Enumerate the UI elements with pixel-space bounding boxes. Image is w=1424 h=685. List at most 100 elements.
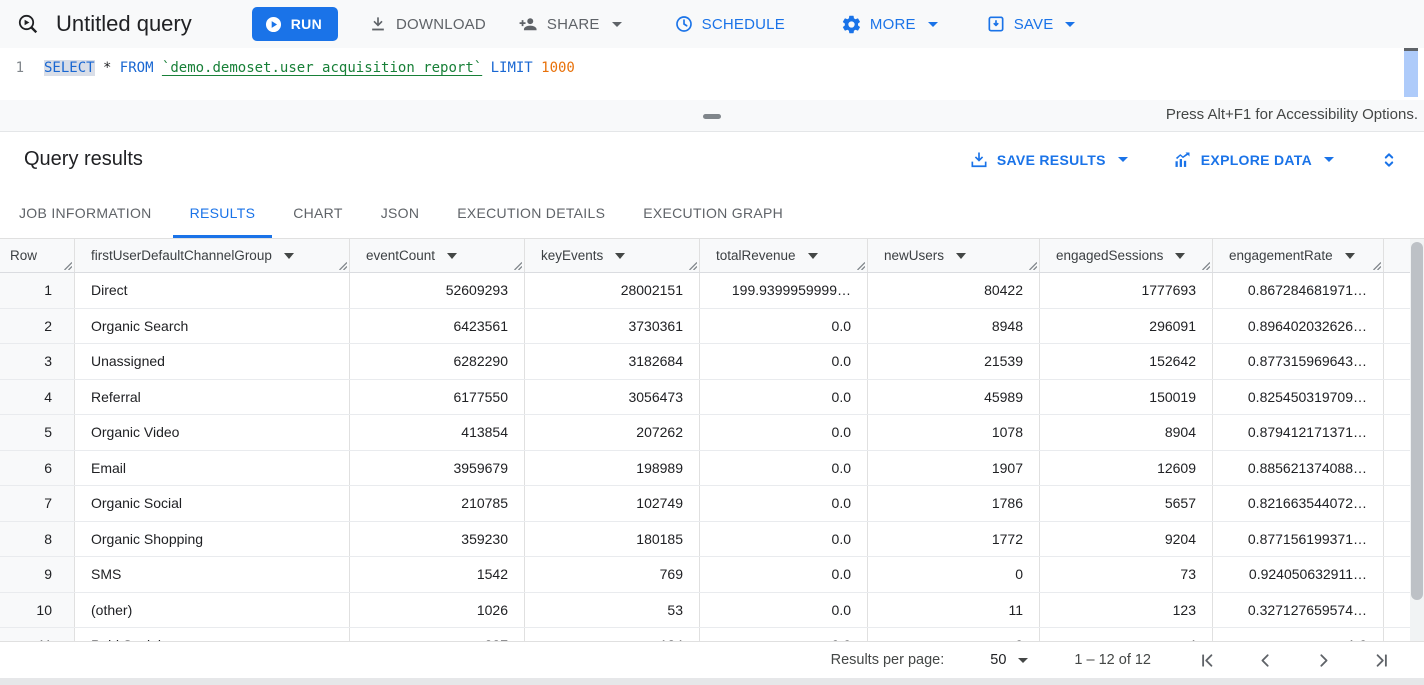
save-results-button[interactable]: SAVE RESULTS [969,150,1128,170]
save-dropdown-caret [1065,21,1076,27]
table-cell: 8948 [868,308,1040,343]
sql-editor[interactable]: 1 SELECT * FROM `demo.demoset.user_acquisit… [0,48,1424,100]
table-cell: 1026 [350,592,525,627]
column-resize-handle[interactable] [513,261,522,270]
tab-execution-details[interactable]: EXECUTION DETAILS [457,204,606,221]
tab-execution-graph[interactable]: EXECUTION GRAPH [643,204,784,221]
table-cell: Unassigned [75,344,350,379]
schedule-button[interactable]: SCHEDULE [674,14,785,34]
results-per-page-label: Results per page: [830,652,945,668]
table-cell: 134 [525,628,700,641]
table-row: 5 Organic Video 413854 207262 0.0 1078 8904 0.8… [0,415,1424,451]
column-menu-caret[interactable] [447,252,458,259]
table-cell: 198989 [525,450,700,485]
table-cell: 199.9399959999… [700,273,868,308]
horizontal-scrollbar-track[interactable] [0,678,1424,685]
table-cell: 6423561 [350,308,525,343]
table-cell: 0.896402032626… [1213,308,1384,343]
table-cell: 1786 [868,486,1040,521]
download-icon [368,14,388,34]
collapse-expand-results-button[interactable] [1378,149,1400,171]
column-resize-handle[interactable] [1372,261,1381,270]
previous-page-button[interactable] [1255,650,1276,671]
column-resize-handle[interactable] [1201,261,1210,270]
column-header-keyevents: keyEvents [525,239,700,272]
next-page-button[interactable] [1313,650,1334,671]
column-header-label: eventCount [366,248,436,263]
column-resize-handle[interactable] [1028,261,1037,270]
tab-json[interactable]: JSON [380,204,420,221]
run-button[interactable]: RUN [251,7,338,41]
column-resize-handle[interactable] [63,261,72,270]
last-page-button[interactable] [1371,650,1392,671]
sql-code-line[interactable]: 1 SELECT * FROM `demo.demoset.user_acquisit… [0,57,1424,79]
table-cell: 1772 [868,521,1040,556]
query-results-title: Query results [24,148,143,170]
table-cell: 3 [0,344,75,379]
table-row: 2 Organic Search 6423561 3730361 0.0 8948 2960… [0,308,1424,344]
table-cell: 8904 [1040,415,1213,450]
table-cell: 0.877156199371… [1213,521,1384,556]
table-cell: Organic Shopping [75,521,350,556]
more-button[interactable]: MORE [841,14,938,35]
table-cell: 8 [0,521,75,556]
column-header-newusers: newUsers [868,239,1040,272]
sql-keyword-select: SELECT [44,60,95,76]
column-resize-handle[interactable] [856,261,865,270]
column-menu-caret[interactable] [615,252,626,259]
column-menu-caret[interactable] [283,252,294,259]
insights-chart-icon [1172,149,1193,170]
tab-chart[interactable]: CHART [293,204,343,221]
table-cell: 80422 [868,273,1040,308]
editor-scrollbar[interactable] [1404,51,1418,97]
table-cell: 11 [868,592,1040,627]
column-menu-caret[interactable] [1344,252,1355,259]
share-button[interactable]: SHARE [518,14,622,35]
table-cell: 3056473 [525,379,700,414]
column-header-eventcount: eventCount [350,239,525,272]
results-table-header-row: Row firstUserDefaultChannelGroup eventCoun… [0,239,1424,273]
table-vertical-scrollbar[interactable] [1411,242,1423,600]
column-menu-caret[interactable] [1175,252,1186,259]
accessibility-hint: Press Alt+F1 for Accessibility Options. [1165,106,1418,123]
table-cell: 5657 [1040,486,1213,521]
save-button[interactable]: SAVE [986,14,1076,34]
tab-job-information[interactable]: JOB INFORMATION [19,204,152,221]
table-cell: 180185 [525,521,700,556]
column-resize-handle[interactable] [688,261,697,270]
results-pagination-bar: Results per page: 50 1 – 12 of 12 [0,641,1424,678]
sql-table-reference-link[interactable]: `demo.demoset.user_acquisition_report` [161,60,483,76]
table-row: 9 SMS 1542 769 0.0 0 73 0.924050632911… [0,557,1424,593]
pagination-range: 1 – 12 of 12 [1074,652,1151,668]
table-cell: 28002151 [525,273,700,308]
table-cell: 769 [525,557,700,592]
table-cell: 6177550 [350,379,525,414]
sql-keyword-limit: LIMIT [490,60,533,76]
download-button[interactable]: DOWNLOAD [368,14,486,34]
table-cell: 0.879412171371… [1213,415,1384,450]
table-cell: 0.825450319709… [1213,379,1384,414]
column-header-label: engagedSessions [1056,248,1164,263]
column-resize-handle[interactable] [338,261,347,270]
page-size-select[interactable]: 50 [990,652,1029,668]
table-vertical-scrollbar-track[interactable] [1410,239,1424,641]
table-cell: 1777693 [1040,273,1213,308]
explore-data-button[interactable]: EXPLORE DATA [1172,149,1334,170]
column-menu-caret[interactable] [956,252,967,259]
table-cell: Referral [75,379,350,414]
table-row: 10 (other) 1026 53 0.0 11 123 0.327127659574… [0,592,1424,628]
person-add-icon [518,14,539,35]
results-tab-bar: JOB INFORMATION RESULTS CHART JSON EXECUTION… [0,187,1424,239]
table-cell: Organic Social [75,486,350,521]
first-page-button[interactable] [1197,650,1218,671]
table-cell: 296091 [1040,308,1213,343]
table-row: 8 Organic Shopping 359230 180185 0.0 1772 9204… [0,521,1424,557]
table-cell: 0.0 [700,521,868,556]
table-cell: 1907 [868,450,1040,485]
table-cell: 0.0 [700,379,868,414]
table-cell: 73 [1040,557,1213,592]
tab-results[interactable]: RESULTS [172,187,273,238]
sql-star: * [102,60,112,76]
splitter-drag-handle[interactable] [703,114,721,119]
column-menu-caret[interactable] [807,252,818,259]
